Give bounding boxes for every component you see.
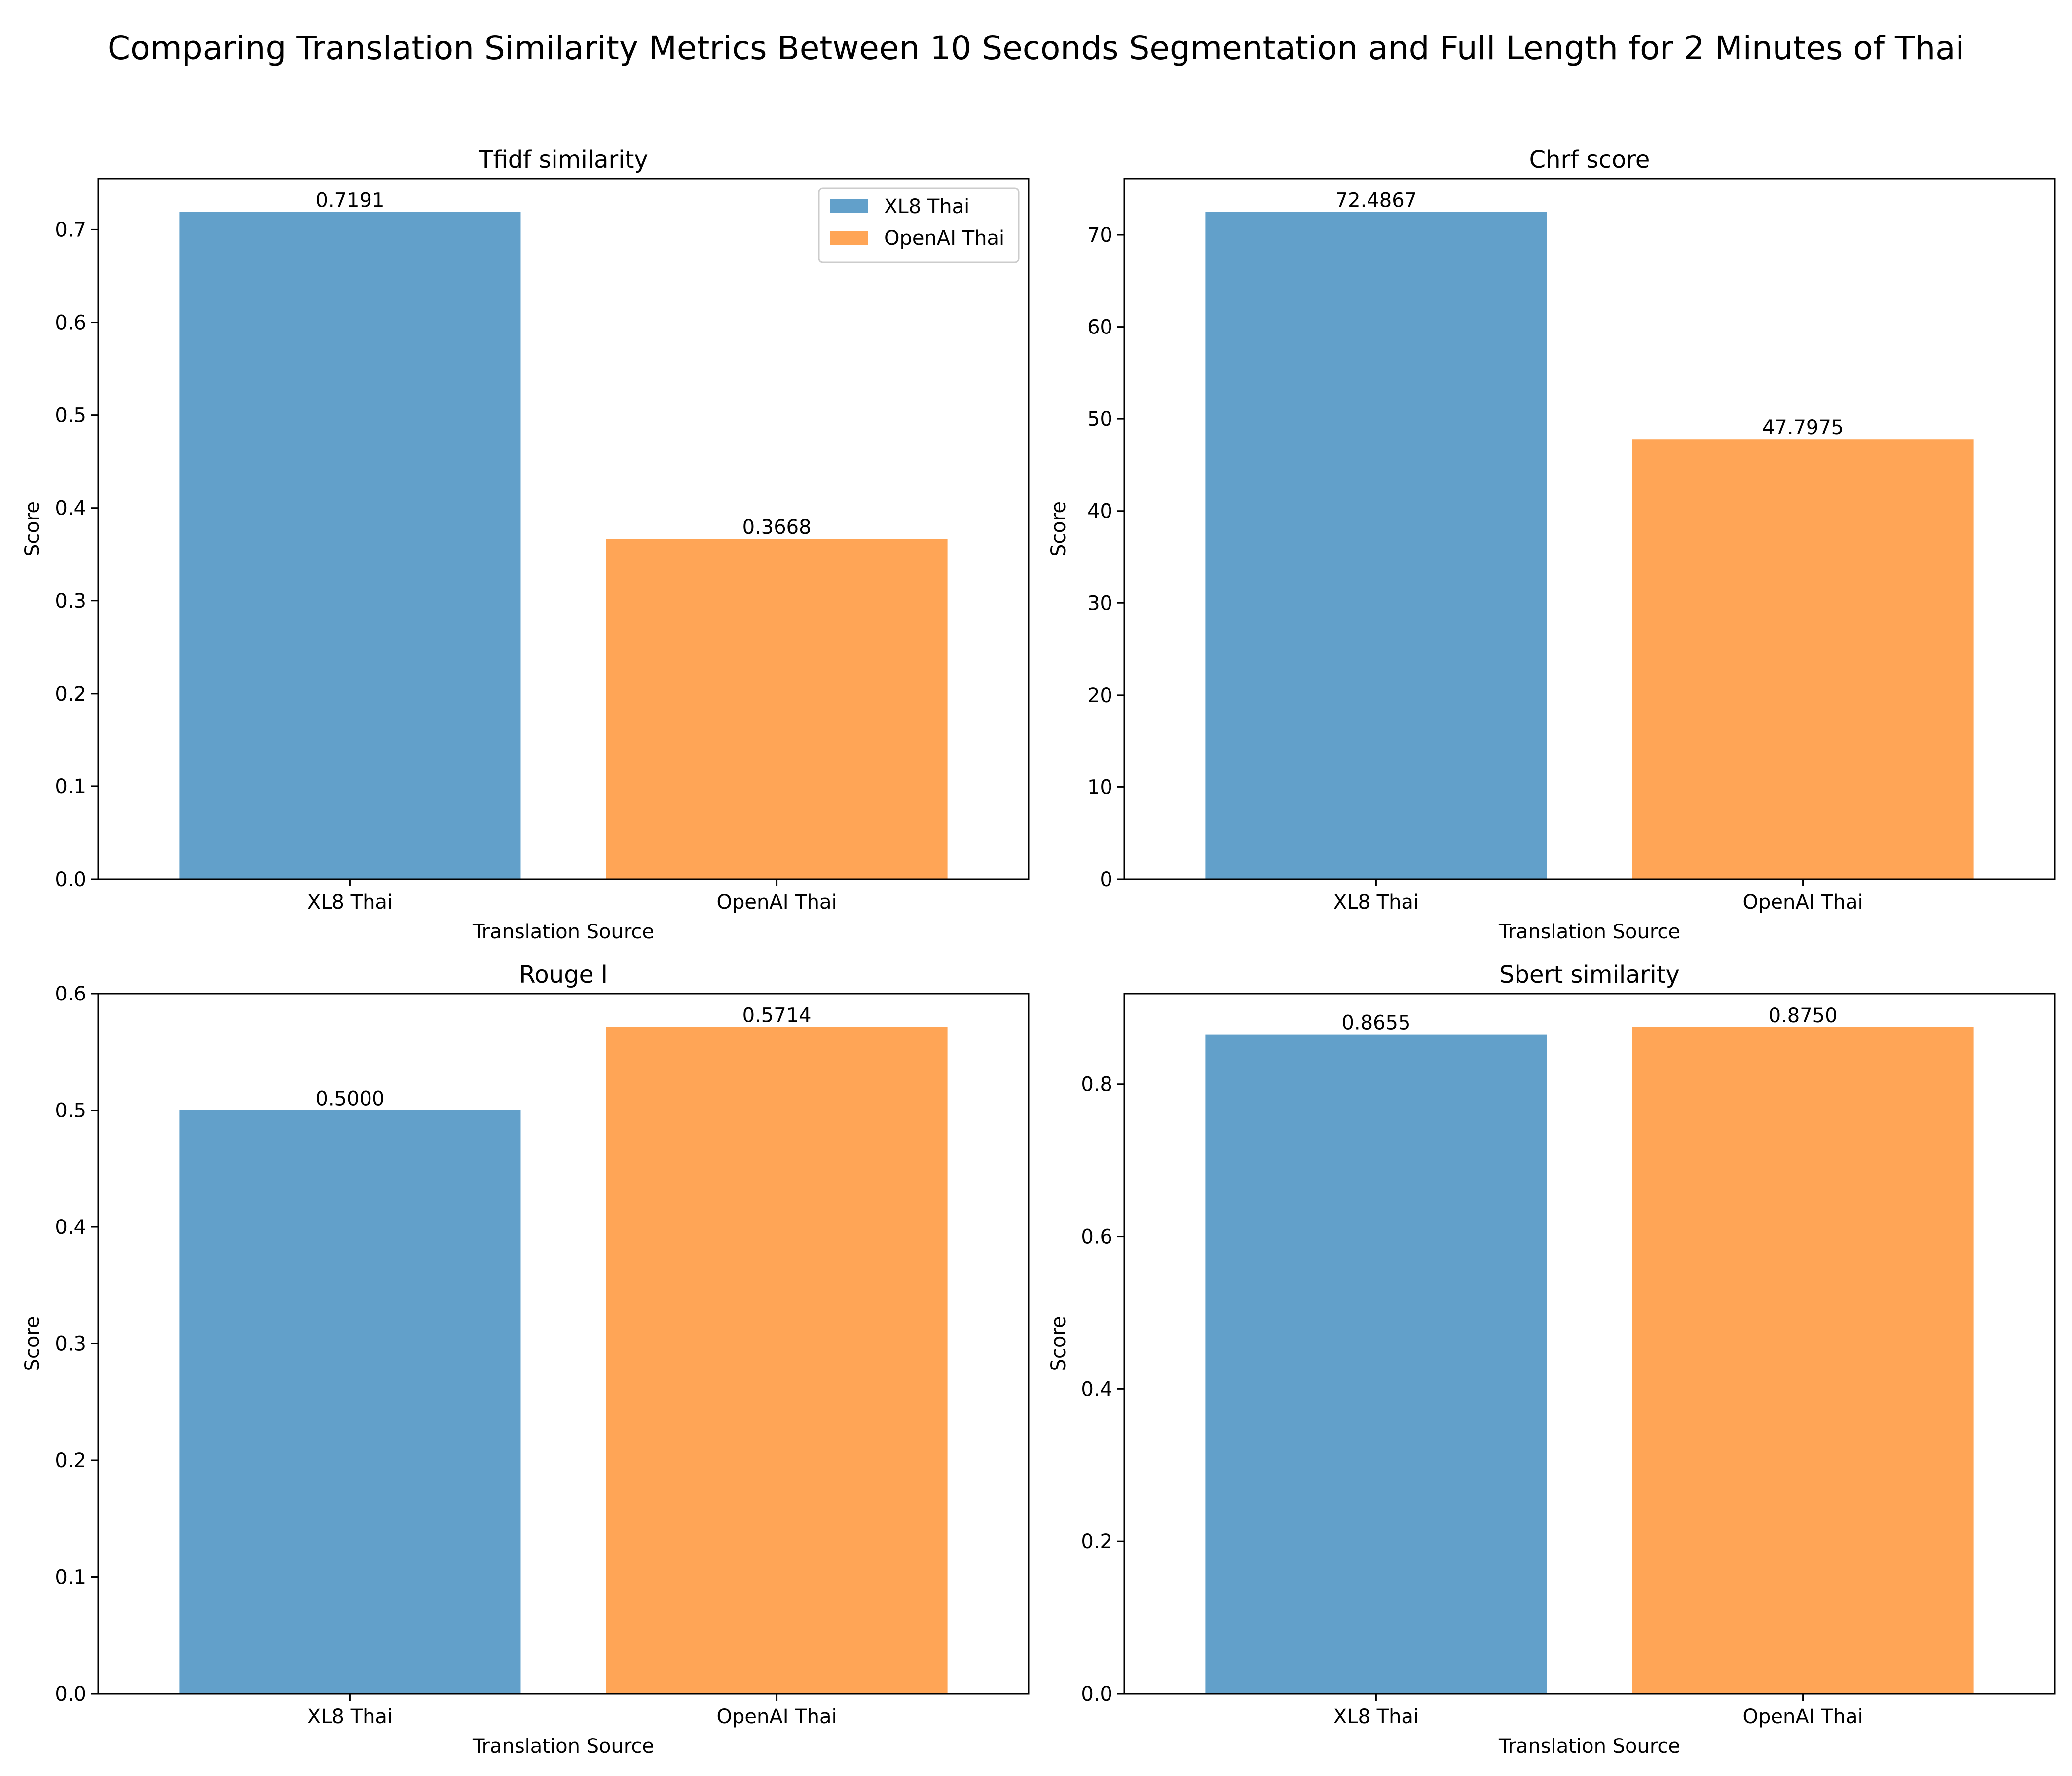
bar-openai-thai [1632, 1027, 1974, 1694]
y-tick-label: 10 [1087, 776, 1112, 799]
y-tick-label: 0.5 [55, 1100, 86, 1122]
bar-value-label: 47.7975 [1762, 416, 1844, 439]
x-tick-label: XL8 Thai [307, 891, 393, 914]
axes-frame [1123, 993, 2056, 1695]
subplot-rouge-l: 0.5000 0.5714 0.0 0.1 0.2 0.3 0.4 0.5 0.6 XL8 Tha… [21, 961, 1030, 1758]
y-tick-label: 0.2 [55, 1449, 86, 1472]
y-axis-label: Score [21, 501, 44, 556]
x-tick-label: XL8 Thai [307, 1705, 393, 1728]
y-tick-label: 0 [1100, 868, 1112, 891]
x-tick-label: OpenAI Thai [1743, 891, 1863, 914]
legend-swatch-openai-thai [830, 231, 868, 245]
bar-openai-thai [1632, 439, 1974, 879]
x-tick-label: OpenAI Thai [717, 1705, 837, 1728]
y-tick-label: 0.4 [55, 1216, 86, 1239]
bar-xl8-thai [179, 212, 521, 880]
subplot-chrf-score: 72.4867 47.7975 0 10 20 30 40 50 60 70 XL8 Thai Ope… [1047, 146, 2056, 943]
y-tick-label: 0.4 [1081, 1378, 1112, 1401]
y-tick-label: 50 [1087, 408, 1112, 431]
axes-frame [1123, 178, 2056, 880]
y-tick-label: 0.2 [55, 683, 86, 705]
x-tick-label: OpenAI Thai [717, 891, 837, 914]
y-tick-label: 40 [1087, 500, 1112, 523]
y-tick-label: 0.6 [55, 312, 86, 334]
bar-value-label: 0.8655 [1341, 1012, 1410, 1035]
y-tick-label: 0.4 [55, 497, 86, 520]
legend-frame [818, 187, 1020, 263]
x-tick-label: OpenAI Thai [1743, 1705, 1863, 1728]
subplot-tfidf-similarity: 0.7191 0.3668 0.0 0.1 0.2 0.3 0.4 0.5 0.6 0.7 XL8 … [21, 146, 1030, 943]
y-tick-label: 0.6 [55, 983, 86, 1005]
x-tick-label: XL8 Thai [1333, 1705, 1419, 1728]
x-axis-label: Translation Source [472, 1735, 654, 1758]
bar-value-label: 0.5714 [742, 1004, 812, 1027]
subplot-title: Tfidf similarity [478, 146, 648, 174]
y-tick-label: 0.1 [55, 1566, 86, 1589]
y-axis-label: Score [1047, 1316, 1070, 1371]
subplot-title: Sbert similarity [1499, 961, 1680, 989]
subplot-sbert-similarity: 0.8655 0.8750 0.0 0.2 0.4 0.6 0.8 XL8 Thai OpenA… [1047, 961, 2056, 1758]
bar-value-label: 0.8750 [1769, 1004, 1838, 1027]
x-axis-label: Translation Source [1498, 1735, 1680, 1758]
y-axis-label: Score [21, 1316, 44, 1371]
bar-openai-thai [606, 539, 948, 879]
y-tick-label: 70 [1087, 224, 1112, 247]
y-tick-label: 60 [1087, 316, 1112, 339]
x-axis-label: Translation Source [1498, 921, 1680, 943]
bar-value-label: 72.4867 [1335, 189, 1417, 212]
y-tick-label: 0.0 [55, 1683, 86, 1705]
y-tick-label: 0.2 [1081, 1530, 1112, 1553]
y-tick-label: 0.6 [1081, 1226, 1112, 1249]
bar-value-label: 0.5000 [315, 1088, 384, 1110]
legend-swatch-xl8-thai [830, 199, 868, 213]
legend-label: OpenAI Thai [884, 227, 1004, 250]
y-tick-label: 30 [1087, 592, 1112, 615]
bar-value-label: 0.3668 [742, 516, 812, 539]
x-axis-label: Translation Source [472, 921, 654, 943]
y-tick-label: 0.5 [55, 405, 86, 427]
bar-value-label: 0.7191 [315, 189, 384, 212]
legend-label: XL8 Thai [884, 195, 969, 218]
y-axis-label: Score [1047, 501, 1070, 556]
y-tick-label: 0.3 [55, 1333, 86, 1356]
legend: XL8 Thai OpenAI Thai [818, 187, 1020, 263]
bar-xl8-thai [1205, 1034, 1547, 1694]
y-tick-label: 0.3 [55, 590, 86, 613]
axes-frame [97, 178, 1030, 880]
y-tick-label: 0.0 [1081, 1683, 1112, 1705]
y-tick-label: 20 [1087, 684, 1112, 707]
subplot-title: Rouge l [519, 961, 608, 989]
y-tick-label: 0.7 [55, 219, 86, 241]
figure-title: Comparing Translation Similarity Metrics… [108, 29, 1964, 67]
y-tick-label: 0.1 [55, 776, 86, 798]
subplot-title: Chrf score [1529, 146, 1650, 174]
y-tick-label: 0.8 [1081, 1073, 1112, 1096]
bar-openai-thai [606, 1027, 948, 1694]
bar-xl8-thai [179, 1110, 521, 1694]
y-tick-label: 0.0 [55, 868, 86, 891]
x-tick-label: XL8 Thai [1333, 891, 1419, 914]
bar-xl8-thai [1205, 212, 1547, 880]
